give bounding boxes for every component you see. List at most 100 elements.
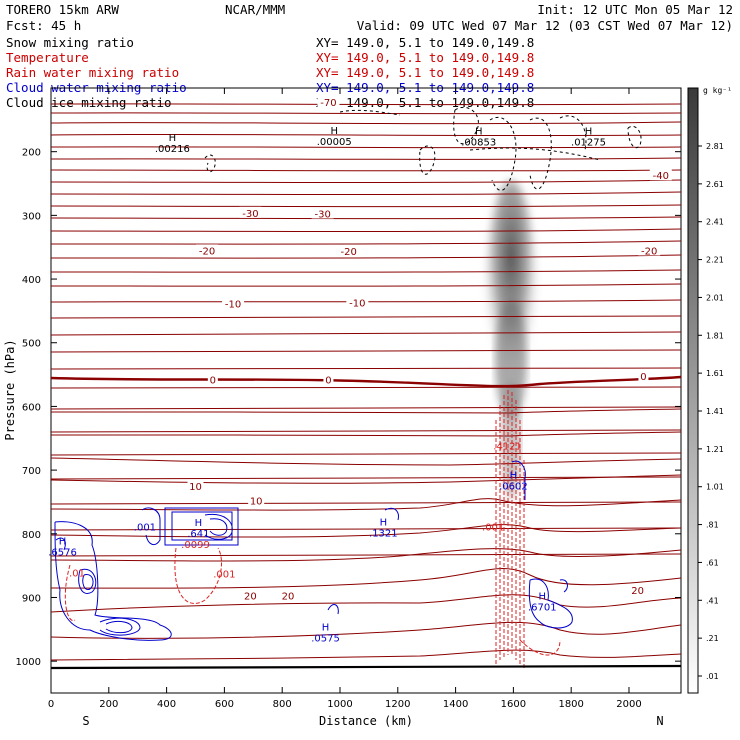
isotherm-line [50, 169, 682, 172]
legend-cloud-ice-label: Cloud ice mixing ratio [6, 95, 172, 110]
temperature-isotherms [50, 103, 682, 661]
colorbar-label: 1.01 [706, 483, 724, 492]
isotherm-line [50, 498, 682, 511]
contour-annotation: H [322, 623, 330, 634]
isotherm-label: -20 [199, 246, 215, 257]
isotherm-line [50, 501, 682, 505]
isotherm-line [50, 179, 682, 183]
legend-snow-xy: XY= 149.0, 5.1 to 149.0,149.8 [316, 35, 534, 50]
x-axis-title: Distance (km) [319, 714, 413, 728]
isotherm-line [50, 112, 682, 115]
isotherm-line [50, 406, 682, 410]
cloud-ice-contours [204, 106, 642, 191]
colorbar-label: 2.01 [706, 293, 724, 302]
y-tick-label: 900 [22, 593, 41, 604]
cloud-water-contour [559, 579, 568, 593]
colorbar-label: .81 [706, 521, 719, 530]
isotherm-line [50, 621, 682, 639]
colorbar-label: .01 [706, 672, 719, 681]
rain-contour [64, 564, 76, 622]
isotherm-line [50, 133, 682, 137]
x-axis-north-label: N [656, 714, 663, 728]
y-axis-title: Pressure (hPa) [3, 339, 17, 440]
isotherm-label: -30 [242, 209, 258, 220]
cloud-water-contours [54, 460, 573, 641]
colorbar-label: 1.61 [706, 369, 724, 378]
rain-contour [174, 547, 222, 604]
center-title: NCAR/MMM [225, 2, 285, 17]
colorbar-label: .41 [706, 596, 719, 605]
axes: 0 200 400 600 800 1000 1200 1400 1600 1800 2000200… [16, 88, 681, 710]
contour-annotation-value: .00853 [461, 137, 496, 148]
isotherm-line [50, 283, 682, 287]
isotherm-label-bg [311, 207, 334, 219]
isotherm-label: 10 [189, 482, 202, 493]
isotherm-label: 0 [210, 376, 216, 387]
isotherm-label: -40 [653, 171, 669, 182]
isotherm-line [50, 474, 682, 484]
contour-annotation: H [510, 470, 518, 481]
contour-annotation: H [475, 126, 483, 137]
isotherm-line [50, 452, 682, 456]
x-tick-label: 1200 [385, 699, 410, 710]
contour-annotation: .4121 [493, 442, 522, 453]
legend-rain-xy: XY= 149.0, 5.1 to 149.0,149.8 [316, 65, 534, 80]
contour-annotation-value: .0575 [311, 634, 340, 645]
colorbar-label: 2.21 [706, 256, 724, 265]
isotherm-label-bg [629, 583, 646, 595]
colorbar-scale [687, 87, 699, 694]
isotherm-line [50, 103, 682, 106]
isotherm-line [50, 240, 682, 245]
isotherm-label-bg [317, 96, 340, 108]
rain-water-contours [64, 390, 561, 668]
isotherm-label: 20 [244, 592, 257, 603]
colorbar-label: 2.61 [706, 180, 724, 189]
x-tick-label: 400 [157, 699, 176, 710]
isotherm-label-bg [196, 244, 219, 256]
isotherm-line [50, 157, 682, 160]
colorbar-label: 2.41 [706, 218, 724, 227]
isotherm-label-bg [337, 245, 360, 257]
legend-snow-label: Snow mixing ratio [6, 35, 134, 50]
isotherm-label-bg [248, 494, 265, 506]
isotherm-line [50, 524, 682, 538]
y-tick-label: 600 [22, 402, 41, 413]
isotherm-line [50, 331, 682, 336]
isotherm-label: 0 [640, 372, 646, 383]
cloud-water-contour [82, 574, 94, 591]
isotherm-line [50, 429, 682, 433]
contour-annotation: .0099 [181, 540, 210, 551]
isotherm-label: -10 [225, 299, 241, 310]
plot-frame [50, 87, 682, 694]
isotherm-line [50, 367, 682, 370]
cloud-water-contour [141, 507, 161, 546]
cloud-ice-contour [529, 117, 552, 190]
y-tick-label: 200 [22, 148, 41, 159]
model-title: TORERO 15km ARW [6, 2, 119, 17]
isotherm-line [50, 594, 682, 613]
cloud-ice-contour [419, 145, 436, 175]
contour-annotations: H.00216H.00005H.00853H.01275H.641H.6576H… [48, 126, 606, 645]
x-tick-label: 1400 [443, 699, 468, 710]
colorbar-label: .21 [706, 634, 719, 643]
contour-annotation-value: .00216 [155, 144, 190, 155]
y-tick-label: 400 [22, 275, 41, 286]
legend-temperature-label: Temperature [6, 50, 89, 65]
colorbar-unit: g kg⁻¹ [703, 86, 732, 95]
y-tick-label: 800 [22, 530, 41, 541]
isotherm-label-bg [222, 297, 245, 309]
cloud-water-contour [528, 578, 573, 629]
isotherm-label-bg [239, 206, 262, 218]
colorbar-label: 1.81 [706, 331, 724, 340]
isotherm-label-bg [638, 244, 661, 256]
cloud-ice-contour [204, 154, 216, 173]
isotherm-label-bg [323, 373, 334, 385]
isotherm-zero-line [50, 375, 682, 388]
x-tick-label: 600 [215, 699, 234, 710]
contour-annotation: .001 [134, 523, 156, 534]
x-tick-label: 1000 [327, 699, 352, 710]
contour-annotation-value: .6576 [48, 548, 77, 559]
contour-annotation: H [195, 518, 203, 529]
isotherm-line [50, 216, 682, 220]
isotherm-line [50, 191, 682, 195]
